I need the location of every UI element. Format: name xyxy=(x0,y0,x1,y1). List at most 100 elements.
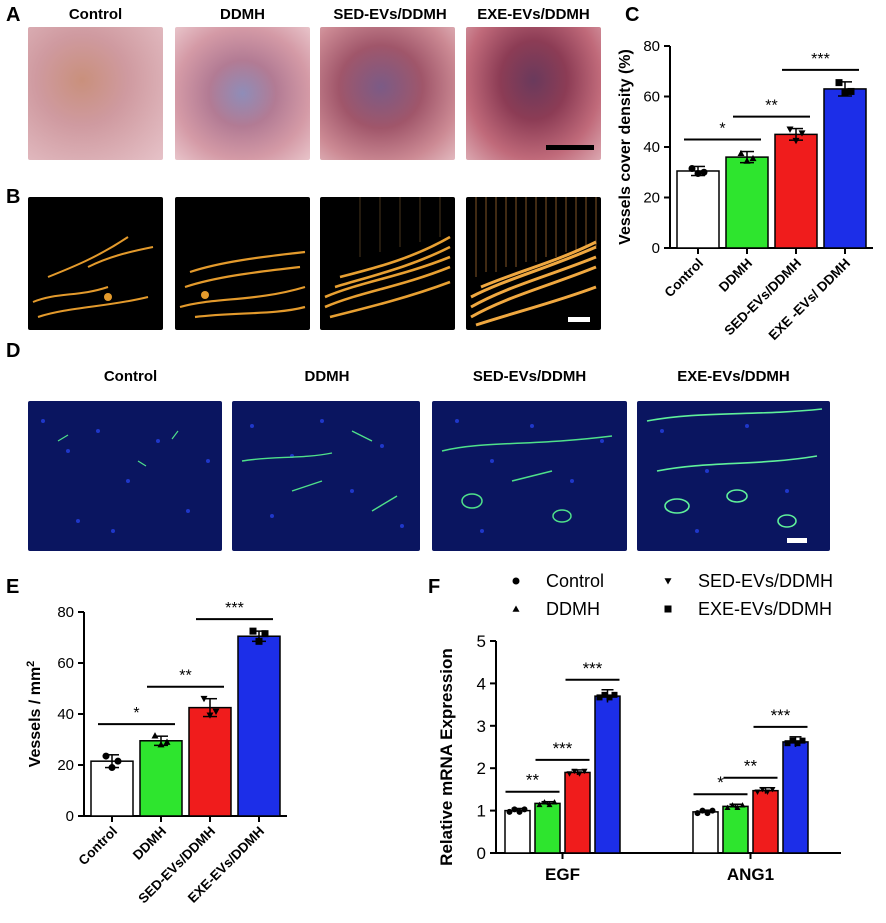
data-point xyxy=(835,79,843,87)
x-tick-label: EGF xyxy=(545,865,580,884)
data-point xyxy=(754,789,761,795)
data-point xyxy=(114,757,122,765)
data-point xyxy=(792,137,800,145)
data-point xyxy=(596,694,603,701)
significance-label: ** xyxy=(526,771,540,790)
data-point xyxy=(724,804,731,811)
bar xyxy=(564,771,591,854)
y-tick-label: 20 xyxy=(57,757,74,774)
scale-bar xyxy=(568,317,590,322)
scale-bar xyxy=(546,145,594,150)
y-tick-label: 3 xyxy=(477,717,486,736)
y-axis-title: Relative mRNA Expression xyxy=(437,648,456,866)
panel-letter-c: C xyxy=(625,4,640,26)
legend-label: Control xyxy=(546,571,604,591)
bar xyxy=(237,635,281,817)
vessel-3d-ddmh xyxy=(175,197,310,330)
bar xyxy=(504,809,531,854)
data-point xyxy=(764,789,771,795)
bar xyxy=(676,170,720,249)
y-tick-label: 2 xyxy=(477,759,486,778)
data-point xyxy=(601,691,608,698)
bar xyxy=(774,133,818,249)
data-point xyxy=(521,806,528,813)
legend-label: DDMH xyxy=(546,599,600,619)
image-label-d-ddmh: DDMH xyxy=(304,368,350,385)
x-tick-label: Control xyxy=(76,824,121,869)
y-tick-label: 1 xyxy=(477,802,486,821)
data-point xyxy=(694,170,702,178)
image-label-d-sed: SED-EVs/DDMH xyxy=(472,368,587,385)
data-point xyxy=(566,771,573,777)
y-tick-label: 60 xyxy=(57,655,74,672)
data-point xyxy=(212,708,220,715)
significance-label: *** xyxy=(553,739,573,758)
x-tick-label: DDMH xyxy=(130,824,169,863)
y-tick-label: 0 xyxy=(66,808,74,825)
data-point xyxy=(709,807,716,814)
image-label-ddmh: DDMH xyxy=(220,6,265,23)
bar xyxy=(534,802,561,854)
fluor-image-ddmh xyxy=(232,401,420,551)
data-point xyxy=(664,605,672,613)
data-point xyxy=(739,802,746,808)
vessel-3d-exe xyxy=(466,197,601,330)
data-point xyxy=(163,738,171,745)
data-point xyxy=(737,149,745,157)
data-point xyxy=(581,768,588,775)
vessel-3d-control xyxy=(28,197,163,330)
data-point xyxy=(749,154,757,162)
y-tick-label: 80 xyxy=(643,38,660,55)
data-point xyxy=(249,627,257,635)
panel-letter-e: E xyxy=(6,576,20,598)
data-point xyxy=(512,577,520,585)
significance-label: *** xyxy=(583,659,603,678)
data-point xyxy=(798,130,806,137)
significance-label: ** xyxy=(765,98,777,115)
data-point xyxy=(506,808,513,815)
significance-label: *** xyxy=(771,706,791,725)
data-point xyxy=(606,694,613,701)
data-point xyxy=(102,752,110,760)
image-label-exe: EXE-EVs/DDMH xyxy=(477,6,590,23)
y-tick-label: 80 xyxy=(57,604,74,621)
image-label-sed: SED-EVs/DDMH xyxy=(333,6,447,23)
data-point xyxy=(799,737,806,744)
y-axis-title: Vessels cover density (%) xyxy=(617,49,634,245)
bar xyxy=(139,740,183,817)
y-tick-label: 20 xyxy=(643,190,660,207)
data-point xyxy=(786,126,794,133)
image-label-d-exe: EXE-EVs/DDMH xyxy=(677,368,790,385)
y-tick-label: 40 xyxy=(57,706,74,723)
data-point xyxy=(794,740,801,747)
bar xyxy=(692,811,719,854)
data-point xyxy=(151,732,159,739)
data-point xyxy=(688,164,696,172)
panel-letter-f: F xyxy=(428,576,441,598)
scale-bar xyxy=(787,538,807,543)
x-tick-label: DDMH xyxy=(716,256,755,295)
data-point xyxy=(694,810,701,817)
data-point xyxy=(571,768,578,775)
y-tick-label: 4 xyxy=(477,674,486,693)
significance-label: ** xyxy=(179,668,191,685)
fluor-image-sed xyxy=(432,401,627,551)
data-point xyxy=(841,89,849,97)
bar xyxy=(594,695,621,854)
significance-label: *** xyxy=(811,51,830,68)
significance-label: *** xyxy=(225,600,244,617)
data-point xyxy=(743,157,751,164)
y-tick-label: 0 xyxy=(652,240,660,257)
y-tick-label: 60 xyxy=(643,89,660,106)
bar xyxy=(782,741,809,854)
y-axis-title: Vessels / mm2 xyxy=(25,661,44,768)
bar xyxy=(725,156,769,249)
vessel-3d-sed xyxy=(320,197,455,330)
data-point xyxy=(784,740,791,747)
x-tick-label: Control xyxy=(662,256,707,301)
data-point xyxy=(536,801,543,808)
bar xyxy=(188,706,232,817)
bar xyxy=(722,805,749,854)
